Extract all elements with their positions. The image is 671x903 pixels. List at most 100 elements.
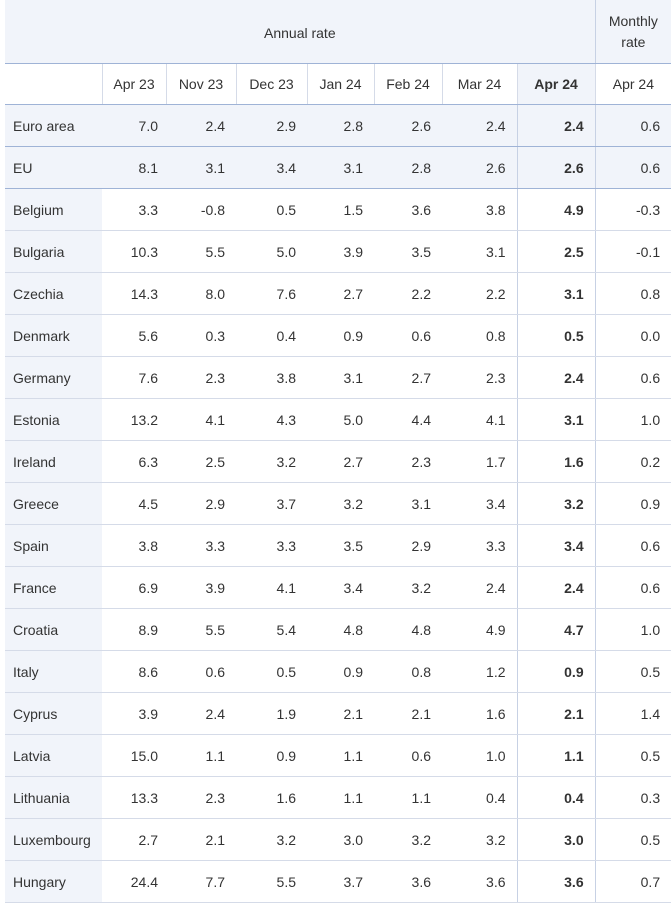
value-cell: 3.1 xyxy=(307,146,374,189)
value-cell: 3.4 xyxy=(307,566,374,609)
value-cell: 2.2 xyxy=(374,272,442,315)
value-cell: 2.9 xyxy=(166,482,236,525)
value-cell: 5.0 xyxy=(236,230,307,273)
value-cell: 3.6 xyxy=(374,188,442,231)
value-cell: 2.7 xyxy=(307,272,374,315)
value-cell: 5.5 xyxy=(166,608,236,651)
value-cell: 6.3 xyxy=(102,440,166,483)
value-cell: 5.0 xyxy=(307,398,374,441)
value-cell: 3.7 xyxy=(236,482,307,525)
value-cell: 3.4 xyxy=(236,146,307,189)
table-row: Latvia 15.0 1.1 0.9 1.1 0.6 1.0 1.1 0.5 xyxy=(5,734,671,777)
country-name: Croatia xyxy=(5,608,102,651)
value-cell: 2.7 xyxy=(102,818,166,861)
value-cell: 2.4 xyxy=(166,104,236,147)
value-cell: 3.8 xyxy=(236,356,307,399)
value-cell: 3.3 xyxy=(166,524,236,567)
current-value-cell: 4.9 xyxy=(516,188,596,231)
country-name: Greece xyxy=(5,482,102,525)
value-cell: 2.3 xyxy=(442,356,517,399)
header-group-row: Annual rate Monthly rate xyxy=(5,0,671,64)
table-row: Estonia 13.2 4.1 4.3 5.0 4.4 4.1 3.1 1.0 xyxy=(5,398,671,441)
value-cell: 3.1 xyxy=(442,230,517,273)
current-value-cell: 3.4 xyxy=(516,524,596,567)
value-cell: 0.8 xyxy=(374,650,442,693)
table-row: Euro area 7.0 2.4 2.9 2.8 2.6 2.4 2.4 0.6 xyxy=(5,104,671,147)
value-cell: 4.8 xyxy=(307,608,374,651)
monthly-value-cell: 0.6 xyxy=(595,524,671,567)
monthly-rate-line2: rate xyxy=(621,33,646,50)
value-cell: 3.1 xyxy=(166,146,236,189)
value-cell: 8.0 xyxy=(166,272,236,315)
value-cell: 1.1 xyxy=(166,734,236,777)
value-cell: 3.2 xyxy=(442,818,517,861)
value-cell: 4.1 xyxy=(166,398,236,441)
value-cell: 0.9 xyxy=(307,314,374,357)
value-cell: 3.1 xyxy=(307,356,374,399)
value-cell: 3.5 xyxy=(307,524,374,567)
value-cell: 3.1 xyxy=(374,482,442,525)
current-value-cell: 2.5 xyxy=(516,230,596,273)
country-name: Germany xyxy=(5,356,102,399)
value-cell: 0.5 xyxy=(236,650,307,693)
current-value-cell: 3.6 xyxy=(516,860,596,903)
value-cell: 3.9 xyxy=(102,692,166,735)
value-cell: 2.8 xyxy=(307,104,374,147)
value-cell: 2.4 xyxy=(442,104,517,147)
monthly-value-cell: 0.5 xyxy=(595,650,671,693)
value-cell: 2.3 xyxy=(166,776,236,819)
monthly-rate-header: Monthly rate xyxy=(595,0,671,64)
country-name: EU xyxy=(5,146,102,189)
current-value-cell: 1.1 xyxy=(516,734,596,777)
value-cell: 1.1 xyxy=(307,776,374,819)
value-cell: 1.5 xyxy=(307,188,374,231)
country-name: Spain xyxy=(5,524,102,567)
value-cell: 0.8 xyxy=(442,314,517,357)
value-cell: 4.8 xyxy=(374,608,442,651)
monthly-value-cell: 0.5 xyxy=(595,818,671,861)
country-name: Latvia xyxy=(5,734,102,777)
value-cell: 3.5 xyxy=(374,230,442,273)
value-cell: 1.0 xyxy=(442,734,517,777)
table-row: Lithuania 13.3 2.3 1.6 1.1 1.1 0.4 0.4 0.3 xyxy=(5,776,671,819)
value-cell: 3.3 xyxy=(442,524,517,567)
value-cell: 5.5 xyxy=(236,860,307,903)
current-value-cell: 2.1 xyxy=(516,692,596,735)
value-cell: 2.1 xyxy=(166,818,236,861)
value-cell: 4.1 xyxy=(236,566,307,609)
value-cell: 4.9 xyxy=(442,608,517,651)
value-cell: 10.3 xyxy=(102,230,166,273)
monthly-value-cell: 0.5 xyxy=(595,734,671,777)
table-row: Italy 8.6 0.6 0.5 0.9 0.8 1.2 0.9 0.5 xyxy=(5,650,671,693)
column-header: Feb 24 xyxy=(374,63,443,105)
monthly-value-cell: 0.0 xyxy=(595,314,671,357)
table-row: Hungary 24.4 7.7 5.5 3.7 3.6 3.6 3.6 0.7 xyxy=(5,860,671,903)
country-name: Ireland xyxy=(5,440,102,483)
value-cell: 5.4 xyxy=(236,608,307,651)
current-value-cell: 2.6 xyxy=(516,146,596,189)
current-value-cell: 4.7 xyxy=(516,608,596,651)
value-cell: 2.9 xyxy=(374,524,442,567)
value-cell: 5.6 xyxy=(102,314,166,357)
current-value-cell: 0.4 xyxy=(516,776,596,819)
value-cell: 2.5 xyxy=(166,440,236,483)
value-cell: 1.7 xyxy=(442,440,517,483)
value-cell: 13.3 xyxy=(102,776,166,819)
table-row: Spain 3.8 3.3 3.3 3.5 2.9 3.3 3.4 0.6 xyxy=(5,524,671,567)
value-cell: 0.6 xyxy=(374,734,442,777)
value-cell: 0.4 xyxy=(442,776,517,819)
value-cell: 3.2 xyxy=(236,440,307,483)
current-value-cell: 3.1 xyxy=(516,398,596,441)
value-cell: 3.7 xyxy=(307,860,374,903)
table-row: Luxembourg 2.7 2.1 3.2 3.0 3.2 3.2 3.0 0.5 xyxy=(5,818,671,861)
value-cell: 3.9 xyxy=(307,230,374,273)
current-value-cell: 3.2 xyxy=(516,482,596,525)
value-cell: 3.0 xyxy=(307,818,374,861)
table-row: EU 8.1 3.1 3.4 3.1 2.8 2.6 2.6 0.6 xyxy=(5,146,671,189)
value-cell: 4.5 xyxy=(102,482,166,525)
country-name: Hungary xyxy=(5,860,102,903)
monthly-value-cell: 0.8 xyxy=(595,272,671,315)
value-cell: 0.3 xyxy=(166,314,236,357)
value-cell: -0.8 xyxy=(166,188,236,231)
monthly-value-cell: -0.1 xyxy=(595,230,671,273)
